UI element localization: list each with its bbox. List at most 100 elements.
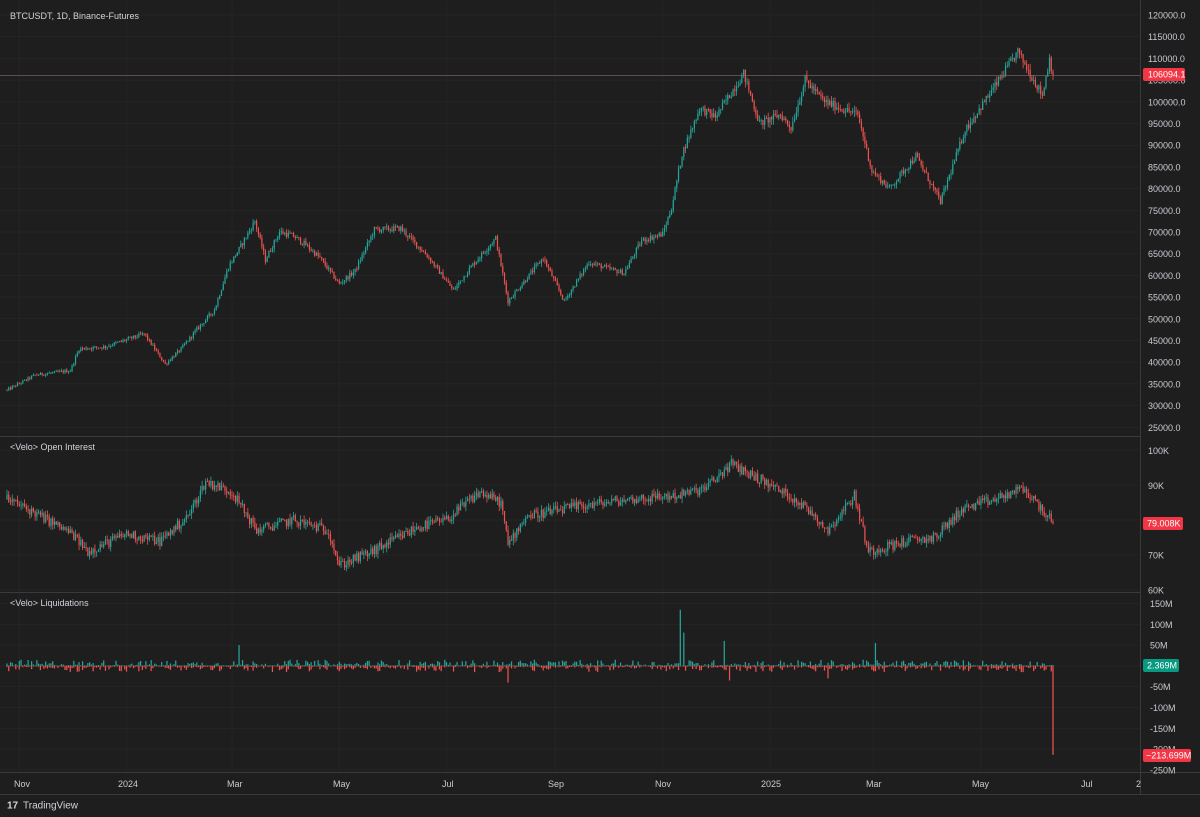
oi-candle [190,509,193,515]
price-candle [953,160,956,164]
liq-bar-long [312,665,314,666]
liq-bar-short [885,665,887,668]
liq-bar-long [943,661,945,666]
oi-candle [106,539,108,541]
oi-candle [400,533,402,536]
liq-bar-long [839,664,841,666]
oi-candle [526,516,528,518]
price-candle [688,137,690,139]
oi-candle [691,488,694,490]
oi-axis[interactable]: 100K 90K 70K 60K [1148,446,1169,596]
oi-candle [707,482,710,488]
price-candle [665,224,667,229]
liq-bar-short [915,665,917,670]
liq-bar-long [206,665,209,666]
liq-bar-long [442,665,444,666]
liq-bar-long [690,660,692,666]
price-axis[interactable]: 120000.0 115000.0 110000.0 105000.0 1000… [1148,11,1186,433]
oi-candle [658,493,660,499]
price-candle [866,143,868,148]
liq-bar-short [254,665,256,668]
oi-candle [69,529,71,533]
oi-candle [391,537,393,540]
price-candle [542,259,544,261]
tradingview-logo[interactable]: 17 TradingView [7,801,79,812]
liq-bar-long [560,665,562,666]
liq-bar-long [841,663,843,666]
liq-bar-short [693,665,695,667]
liq-bar-short [544,665,546,669]
liq-bar-short [765,665,768,667]
price-candle [356,268,358,270]
oi-candle [1052,521,1054,524]
liq-bar-long [510,661,513,666]
liq-bar-short [519,665,521,667]
oi-candle [287,518,289,527]
liq-bar-short [843,665,845,667]
liq-bar-short [686,665,688,667]
price-candle [968,124,970,129]
liq-bar-long [871,664,873,666]
liq-bar-long [894,665,896,666]
liq-bar-long [22,665,24,666]
liq-bar-short [308,665,310,672]
price-candle [762,120,764,125]
liq-bar-long [804,663,806,666]
price-candle [264,251,267,263]
price-tick: 75000.0 [1148,206,1181,216]
oi-candle [983,497,986,501]
liq-bar-short [52,665,54,668]
liq-bar-long [735,664,738,666]
price-candle [758,120,761,122]
liq-bar-short [103,665,105,667]
liq-bar-long [533,659,536,666]
oi-candle [159,536,161,546]
liq-bar-short [584,665,586,667]
liq-bar-short [809,665,812,668]
liq-bar-long [261,664,263,666]
price-candle [524,280,527,282]
liq-bar-long [303,665,305,666]
liq-bar-short [920,665,922,669]
time-axis[interactable]: Nov 2024 Mar May Jul Sep Nov 2025 Mar Ma… [14,779,1141,789]
oi-tick: 60K [1148,586,1164,596]
liq-bar-long [614,659,616,666]
oi-candle [401,535,404,538]
price-candle [372,235,374,237]
liq-bar-short [1020,665,1022,673]
liq-bar-short [941,665,943,667]
liq-bar-long [43,665,45,666]
oi-candle [96,551,98,553]
oi-candle [379,542,381,546]
oi-candle [238,495,240,504]
oi-candle [918,539,921,542]
price-candle [614,268,616,270]
liq-bar-short [48,665,50,668]
liq-bar-long [725,664,727,666]
liq-bar-long [178,665,180,666]
oi-candle [233,495,235,497]
liq-bar-long [897,665,899,666]
liq-bar-short [514,665,516,669]
price-candle [727,95,729,101]
liq-bar-long [370,665,372,666]
price-candle [417,246,419,248]
price-candle [839,108,841,110]
oi-candle [535,510,537,512]
price-candle [646,240,648,242]
price-candle [321,257,323,259]
price-tick: 35000.0 [1148,379,1181,389]
price-candle [820,94,822,97]
liq-bar-short [976,665,979,667]
price-candle [442,272,444,279]
liq-bar-short [472,665,474,667]
liq-bar-short [324,665,326,669]
liq-bar-short [1034,665,1037,670]
liq-bar-short [769,665,771,671]
price-candle [1010,58,1012,62]
price-candle [844,111,847,113]
price-candle [164,361,166,364]
price-candle [127,337,129,340]
price-candle [481,252,483,259]
liq-bar-short [379,665,381,671]
